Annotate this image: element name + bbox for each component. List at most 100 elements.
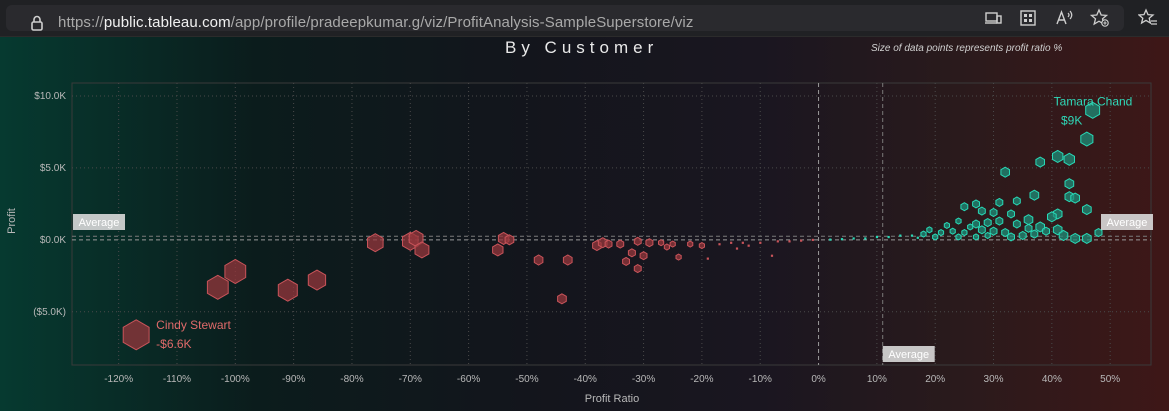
x-tick-label: -80% (340, 374, 363, 385)
positive-point (1029, 189, 1040, 201)
negative-point (206, 274, 229, 300)
url-text[interactable]: https://public.tableau.com/app/profile/p… (58, 14, 694, 31)
average-bottom-label: Average (888, 349, 929, 361)
x-tick-label: -30% (632, 374, 655, 385)
y-tick-label: $10.0K (34, 91, 66, 102)
negative-point (687, 240, 694, 248)
positive-point (1042, 226, 1050, 236)
negative-point (627, 248, 636, 258)
positive-point (1023, 214, 1034, 226)
positive-point (1063, 152, 1075, 166)
positive-point (829, 238, 832, 241)
positive-point (955, 233, 962, 241)
size-legend-note: Size of data points represents profit ra… (871, 43, 1063, 54)
positive-point (1082, 232, 1092, 244)
negative-point (533, 254, 544, 266)
grid-icon[interactable] (1018, 8, 1038, 28)
negative-point (669, 240, 676, 248)
positive-point (955, 217, 962, 225)
positive-point (984, 231, 991, 240)
chart-labels: Profit Ratio Profit (6, 208, 639, 405)
average-bottom-box (882, 346, 935, 362)
positive-point (972, 219, 980, 229)
x-axis-title: Profit Ratio (585, 393, 639, 405)
negative-point (307, 269, 327, 291)
positive-point (960, 202, 969, 212)
average-right-box (1101, 214, 1153, 230)
negative-point (706, 257, 709, 260)
annotation-name: Tamara Chand (1054, 94, 1133, 108)
negative-point (730, 241, 733, 244)
address-bar[interactable]: https://public.tableau.com/app/profile/p… (6, 5, 1124, 31)
negative-point (759, 241, 762, 244)
negative-point (747, 244, 750, 247)
negative-point (367, 233, 384, 253)
annotations: Cindy Stewart -$6.6K Tamara Chand $9K (156, 94, 1132, 350)
positive-point (1052, 149, 1064, 163)
favorites-icon[interactable] (1138, 8, 1158, 28)
positive-point (1047, 211, 1057, 223)
positive-point (1080, 131, 1094, 147)
positive-point (926, 226, 933, 234)
y-tick-label: $0.0K (40, 235, 66, 246)
x-tick-label: 40% (1042, 374, 1062, 385)
x-tick-label: -110% (163, 374, 191, 385)
positive-point (1082, 204, 1092, 216)
positive-point (1058, 229, 1069, 242)
x-tick-label: 0% (811, 374, 826, 385)
negative-point (633, 236, 642, 246)
positive-point (1024, 223, 1033, 233)
negative-point (633, 264, 642, 274)
negative-point (788, 240, 791, 243)
y-axis-title: Profit (6, 208, 18, 234)
devices-icon[interactable] (983, 8, 1003, 28)
x-axis-ticks: -120% -110% -100% -90% -80% -70% -60% -50% -40% -… (104, 374, 1120, 385)
lock-icon[interactable] (26, 12, 48, 34)
negative-point (645, 238, 654, 248)
positive-point (989, 207, 998, 218)
positive-point (899, 234, 902, 237)
positive-point (1035, 156, 1045, 168)
x-tick-label: -20% (690, 374, 713, 385)
negative-point (718, 243, 721, 246)
positive-point (995, 197, 1004, 207)
positive-point (1064, 178, 1075, 190)
x-tick-label: 20% (925, 374, 945, 385)
x-tick-label: 50% (1100, 374, 1120, 385)
positive-point (949, 227, 956, 235)
negative-point (504, 234, 515, 246)
positive-point (1001, 228, 1010, 238)
positive-point (961, 229, 968, 237)
positive-point (932, 233, 939, 241)
x-tick-label: 30% (984, 374, 1004, 385)
x-tick-label: -70% (399, 374, 422, 385)
x-tick-label: -90% (282, 374, 305, 385)
positive-point (989, 226, 998, 236)
x-tick-label: -100% (221, 374, 250, 385)
positive-point (1007, 209, 1015, 219)
negative-point (122, 319, 150, 351)
negative-point (277, 278, 298, 302)
positive-point (1012, 196, 1021, 206)
favorite-add-icon[interactable] (1090, 8, 1110, 28)
y-tick-label: $5.0K (40, 163, 66, 174)
read-aloud-icon[interactable] (1054, 8, 1074, 28)
negative-point (562, 254, 573, 266)
positive-point (995, 216, 1004, 226)
positive-point (1094, 228, 1103, 238)
positive-point (1012, 219, 1021, 229)
positive-point (920, 230, 927, 238)
positive-point (972, 233, 980, 241)
negative-point (658, 239, 665, 247)
negative-point (557, 293, 567, 305)
positive-point (1070, 192, 1080, 204)
positive-point (937, 229, 945, 237)
negative-point (735, 247, 739, 250)
negative-point (639, 251, 648, 261)
x-tick-label: -40% (574, 374, 597, 385)
positive-point (1070, 232, 1080, 244)
x-tick-label: -120% (104, 374, 133, 385)
negative-point (622, 256, 630, 266)
positive-point (1030, 229, 1039, 239)
chart-title: By Customer (505, 38, 659, 57)
